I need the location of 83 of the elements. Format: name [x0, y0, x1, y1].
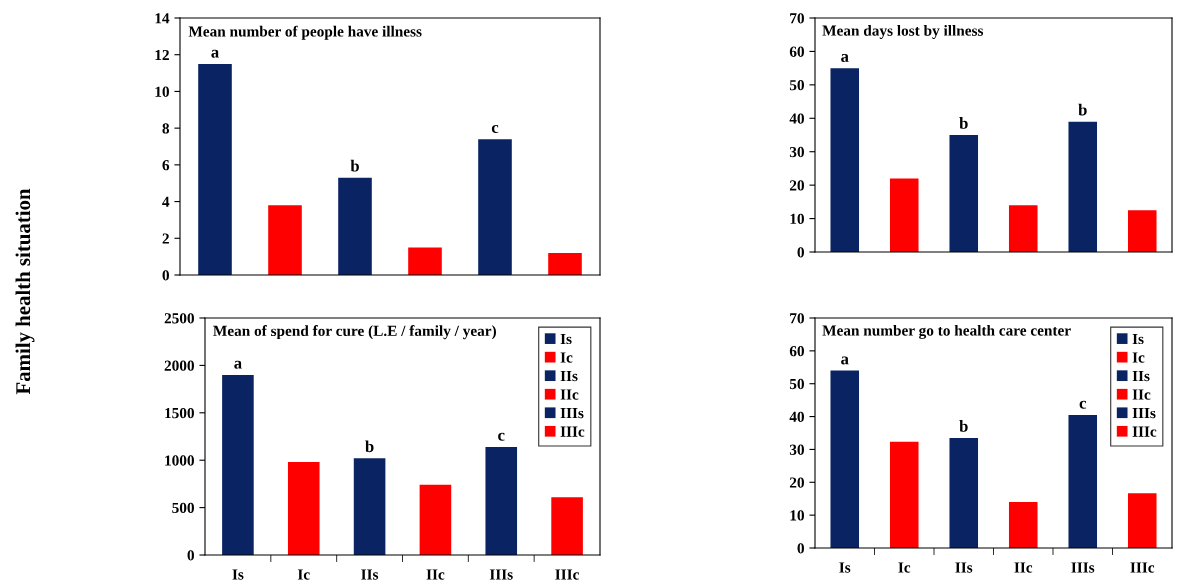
legend-label: IIc	[560, 389, 579, 400]
x-tick-label: IIIc	[555, 569, 580, 580]
legend-label: Is	[560, 333, 572, 345]
y-tick-label: 40	[789, 411, 804, 423]
y-tick-label: 4	[162, 196, 170, 207]
bar	[1008, 205, 1038, 252]
y-tick-label: 0	[187, 550, 194, 561]
y-tick-label: 20	[789, 477, 804, 488]
data-label: b	[959, 420, 968, 432]
bar	[830, 68, 860, 252]
legend-label: IIIc	[560, 426, 585, 437]
y-tick-label: 10	[790, 510, 804, 521]
y-tick-label: 1000	[165, 455, 194, 466]
x-tick-label: Ic	[898, 562, 911, 573]
x-tick-label: Is	[839, 562, 851, 573]
x-tick-label: Is	[232, 569, 244, 580]
data-label: a	[211, 49, 219, 58]
bar	[949, 135, 979, 252]
y-tick-label: 0	[797, 543, 804, 554]
data-label: b	[1078, 103, 1087, 116]
chart-title: Mean of spend for cure (L.E / family / year)	[213, 325, 496, 340]
legend-label: IIIs	[1132, 408, 1156, 419]
y-tick-label: 2	[162, 233, 169, 244]
y-tick-label: 10	[790, 213, 804, 225]
y-tick-label: 14	[155, 13, 170, 24]
bar	[198, 63, 232, 275]
y-tick-label: 30	[789, 444, 804, 455]
x-tick-label: IIIs	[489, 569, 513, 580]
y-tick-label: 60	[789, 46, 804, 57]
bar	[889, 178, 919, 252]
legend-label: IIIs	[560, 408, 584, 419]
x-tick-label: IIIc	[1130, 562, 1155, 573]
legend-label: IIIc	[1132, 426, 1157, 437]
y-tick-label: 30	[789, 146, 804, 158]
data-label: b	[959, 117, 968, 129]
y-tick-label: 2000	[164, 360, 194, 371]
data-label: c	[1079, 400, 1087, 409]
x-tick-label: IIIs	[1071, 562, 1095, 573]
data-label: a	[234, 360, 242, 369]
y-tick-label: 6	[162, 160, 170, 171]
bar	[478, 139, 512, 275]
y-tick-label: 60	[789, 346, 804, 357]
chart-title: Mean number of people have illness	[188, 25, 422, 40]
bar	[1068, 121, 1098, 252]
y-tick-label: 8	[162, 123, 170, 134]
text: Family health situation	[15, 188, 35, 395]
chart-title: Mean number go to health care center	[822, 324, 1071, 339]
y-tick-label: 500	[172, 502, 194, 514]
data-label: a	[841, 54, 849, 62]
data-label: a	[841, 356, 849, 365]
y-tick-label: 50	[789, 80, 804, 91]
data-label: c	[491, 124, 499, 133]
y-tick-label: 10	[155, 86, 169, 97]
bar	[408, 247, 442, 275]
data-label: b	[365, 440, 374, 453]
bar	[268, 205, 302, 275]
y-tick-label: 2500	[164, 313, 194, 324]
legend-label: Is	[1132, 333, 1144, 345]
legend-label: IIs	[1132, 371, 1150, 382]
y-tick-label: 70	[790, 13, 804, 24]
data-label: c	[498, 432, 505, 441]
bar	[1127, 210, 1157, 252]
y-tick-label: 0	[162, 270, 169, 281]
bar	[548, 252, 582, 275]
y-tick-label: 20	[789, 180, 804, 191]
legend-label: IIc	[1132, 389, 1151, 400]
y-tick-label: 12	[155, 49, 169, 61]
legend-label: Ic	[560, 352, 573, 363]
x-tick-label: Ic	[297, 569, 310, 580]
x-tick-label: IIc	[1014, 562, 1033, 573]
legend-label: Ic	[1132, 352, 1145, 363]
x-tick-label: IIs	[361, 569, 379, 580]
data-label: b	[350, 159, 359, 172]
y-tick-label: 0	[797, 247, 804, 258]
chart-title: Mean days lost by illness	[822, 25, 984, 39]
x-tick-label: IIs	[955, 562, 973, 573]
y-tick-label: 70	[790, 313, 804, 324]
x-tick-label: IIc	[426, 569, 445, 580]
y-tick-label: 1500	[165, 407, 194, 419]
bar	[338, 177, 372, 275]
legend-label: IIs	[560, 371, 578, 382]
y-tick-label: 50	[789, 378, 804, 390]
y-tick-label: 40	[789, 113, 804, 124]
